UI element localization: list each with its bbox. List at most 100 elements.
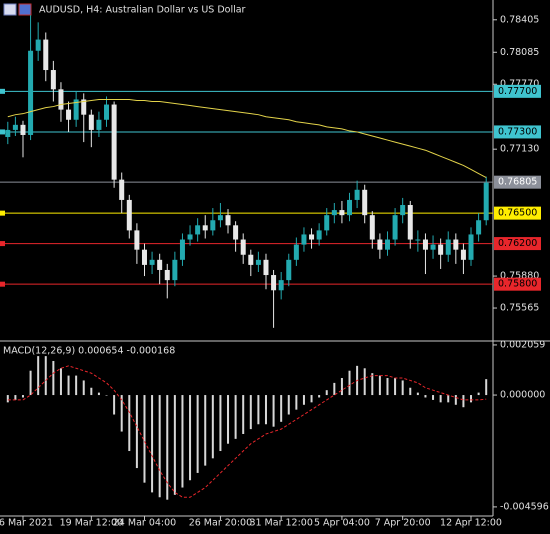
level-marker <box>0 281 5 287</box>
candle-body <box>309 234 315 240</box>
level-marker <box>0 241 5 247</box>
level-label: 0.77700 <box>498 86 537 97</box>
y-tick-label: 0.77770 <box>500 79 539 90</box>
x-tick-label: 24 Mar 04:00 <box>113 518 176 529</box>
macd-bar <box>340 378 343 396</box>
candle-body <box>164 269 170 281</box>
level-label-box <box>494 237 541 251</box>
macd-bar <box>470 395 473 403</box>
candle-body <box>35 39 41 51</box>
macd-bar <box>219 395 222 452</box>
level-label: 0.77300 <box>498 126 537 137</box>
macd-bar <box>29 370 32 396</box>
level-label: 0.75800 <box>498 279 537 290</box>
icon <box>3 3 17 16</box>
macd-bar <box>59 368 62 396</box>
macd-bar <box>151 395 154 493</box>
level-marker <box>0 129 5 135</box>
x-tick-label: 19 Mar 12:00 <box>60 518 123 529</box>
candle-body <box>331 210 337 216</box>
candle-body <box>400 205 406 216</box>
level-label: 0.76805 <box>498 177 537 188</box>
y-tick-label: 0.75880 <box>500 271 539 282</box>
macd-bar <box>120 395 123 432</box>
candle-body <box>384 239 390 250</box>
candle-body <box>324 215 330 231</box>
candle-body <box>278 280 284 291</box>
candle-body <box>476 220 482 235</box>
y-tick-label: 0.000000 <box>500 390 545 401</box>
x-tick-label: 12 Apr 12:00 <box>440 518 502 529</box>
macd-bar <box>204 395 207 466</box>
macd-bar <box>67 375 70 396</box>
y-tick-label: -0.004596 <box>500 501 549 512</box>
macd-bar <box>21 395 24 398</box>
macd-bar <box>257 395 260 425</box>
indicator-title: MACD(12,26,9) 0.000654 -0.000168 <box>3 346 175 357</box>
macd-bar <box>14 395 17 400</box>
candle-body <box>111 104 117 180</box>
level-label-box <box>494 84 541 98</box>
macd-bar <box>234 395 237 439</box>
candle-body <box>422 239 428 250</box>
macd-bar <box>386 378 389 396</box>
candle-body <box>195 225 201 235</box>
macd-bar <box>242 395 245 434</box>
chart-title: AUDUSD, H4: Australian Dollar vs US Doll… <box>39 5 246 16</box>
candle-body <box>407 205 413 240</box>
candle-body <box>134 230 140 250</box>
macd-bar <box>249 395 252 430</box>
macd-bar <box>143 395 146 483</box>
candle-body <box>88 114 94 130</box>
candle-body <box>339 210 345 216</box>
macd-bar <box>181 395 184 488</box>
macd-bar <box>363 368 366 396</box>
candle-body <box>119 179 125 200</box>
level-label-box <box>494 175 541 189</box>
macd-bar <box>135 395 138 469</box>
macd-bar <box>158 395 161 498</box>
candle-body <box>430 244 436 250</box>
x-tick-label: 31 Mar 12:00 <box>249 518 312 529</box>
candle-body <box>460 249 466 260</box>
y-tick-label: 0.75565 <box>500 303 539 314</box>
candle-body <box>5 129 11 138</box>
macd-bar <box>295 395 298 410</box>
macd-bar <box>302 395 305 405</box>
macd-bar <box>462 395 465 408</box>
macd-bar <box>113 395 116 415</box>
candle-body <box>392 215 398 240</box>
candle-body <box>12 124 18 130</box>
macd-bar <box>37 356 40 396</box>
macd-bar <box>52 360 55 396</box>
candle-body <box>217 215 223 221</box>
candle-body <box>81 99 87 115</box>
candle-body <box>362 189 368 216</box>
candle-body <box>96 119 102 130</box>
candle-body <box>126 199 132 231</box>
candle-body <box>141 249 147 265</box>
candle-body <box>240 239 246 255</box>
candle-body <box>301 234 307 245</box>
macd-bar <box>424 395 427 398</box>
candle-body <box>316 230 322 240</box>
x-tick-label: 5 Apr 04:00 <box>314 518 370 529</box>
macd-bar <box>348 370 351 396</box>
candle-body <box>58 89 64 110</box>
macd-bar <box>227 395 230 444</box>
candle-body <box>293 244 299 260</box>
macd-bar <box>432 395 435 400</box>
macd-bar <box>189 395 192 481</box>
candle-body <box>157 259 163 270</box>
candle-body <box>20 124 26 135</box>
y-tick-label: 0.002059 <box>500 339 545 350</box>
macd-bar <box>439 395 442 403</box>
candle-body <box>438 244 444 255</box>
level-label: 0.76500 <box>498 208 537 219</box>
candle-body <box>73 99 79 120</box>
candle-body <box>149 259 155 265</box>
candle-body <box>415 239 421 241</box>
macd-bar <box>454 395 457 405</box>
x-tick-label: 26 Mar 20:00 <box>189 518 252 529</box>
candle-body <box>248 254 254 265</box>
